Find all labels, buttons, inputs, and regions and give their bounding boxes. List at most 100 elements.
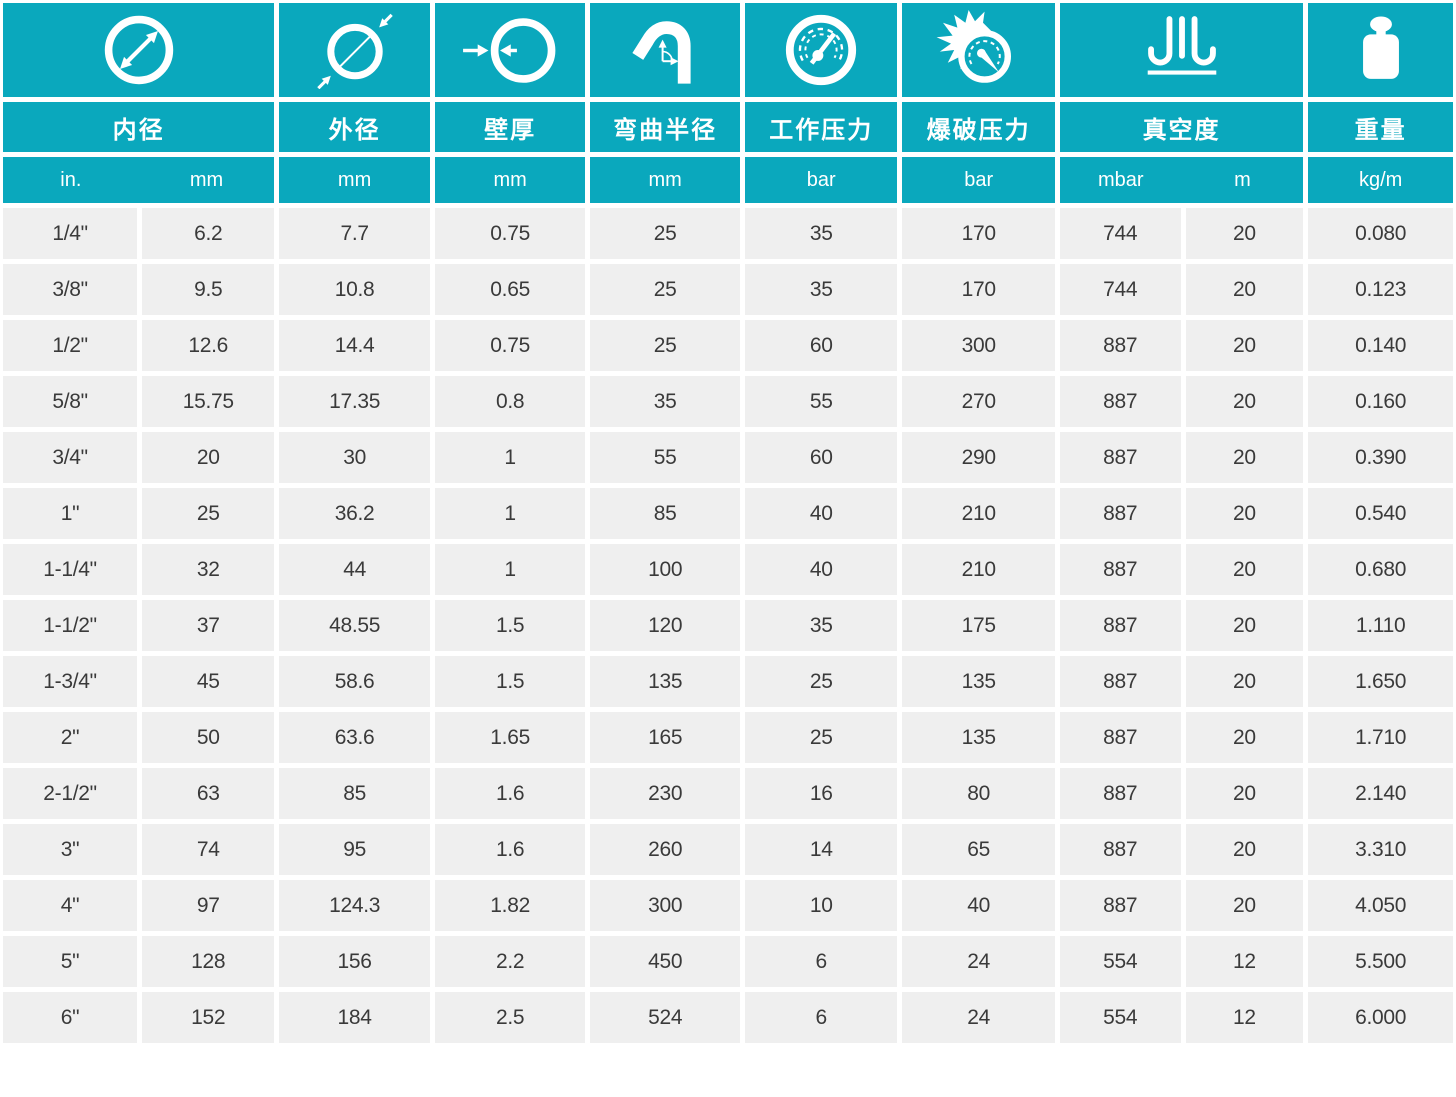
unit-cell-wall-thickness: mm xyxy=(434,157,586,203)
table-cell-r13-c8: 887 xyxy=(1059,880,1181,931)
burst-pressure-icon xyxy=(936,10,1011,83)
table-cell-r2-c5: 25 xyxy=(590,264,740,315)
column-header-bend-radius: 弯曲半径 xyxy=(590,102,740,152)
table-cell-r13-c3: 124.3 xyxy=(279,880,430,931)
table-cell-r11-c10: 2.140 xyxy=(1308,768,1453,819)
table-cell-r6-c10: 0.540 xyxy=(1308,488,1453,539)
table-cell-r6-c6: 40 xyxy=(744,488,898,539)
table-cell-r15-c2: 152 xyxy=(142,992,275,1043)
table-cell-r8-c4: 1.5 xyxy=(434,600,586,651)
weight-icon xyxy=(1362,16,1399,79)
table-cell-r15-c6: 6 xyxy=(744,992,898,1043)
table-cell-r8-c8: 887 xyxy=(1059,600,1181,651)
table-cell-r9-c2: 45 xyxy=(142,656,275,707)
table-cell-r5-c2: 20 xyxy=(142,432,275,483)
header-icon-cell-burst-pressure xyxy=(902,3,1055,97)
table-cell-r11-c3: 85 xyxy=(279,768,430,819)
table-cell-r8-c3: 48.55 xyxy=(279,600,430,651)
table-cell-r1-c8: 744 xyxy=(1059,208,1181,259)
table-cell-r8-c5: 120 xyxy=(590,600,740,651)
table-cell-r3-c10: 0.140 xyxy=(1308,320,1453,371)
table-cell-r4-c10: 0.160 xyxy=(1308,376,1453,427)
table-cell-r15-c10: 6.000 xyxy=(1308,992,1453,1043)
table-cell-r2-c8: 744 xyxy=(1059,264,1181,315)
unit-inner-diameter-mm: mm xyxy=(189,168,224,191)
table-cell-r2-c9: 20 xyxy=(1185,264,1304,315)
table-cell-r14-c3: 156 xyxy=(279,936,430,987)
table-cell-r8-c6: 35 xyxy=(744,600,898,651)
unit-cell-working-pressure: bar xyxy=(744,157,898,203)
table-cell-r11-c2: 63 xyxy=(142,768,275,819)
table-cell-r7-c3: 44 xyxy=(279,544,430,595)
table-cell-r12-c7: 65 xyxy=(902,824,1055,875)
table-cell-r15-c7: 24 xyxy=(902,992,1055,1043)
table-cell-r3-c6: 60 xyxy=(744,320,898,371)
table-cell-r12-c2: 74 xyxy=(142,824,275,875)
table-cell-r14-c4: 2.2 xyxy=(434,936,586,987)
table-cell-r5-c5: 55 xyxy=(590,432,740,483)
table-cell-r12-c6: 14 xyxy=(744,824,898,875)
table-cell-r2-c4: 0.65 xyxy=(434,264,586,315)
table-cell-r1-c2: 6.2 xyxy=(142,208,275,259)
table-cell-r15-c5: 524 xyxy=(590,992,740,1043)
table-cell-r10-c1: 2" xyxy=(3,712,138,763)
vacuum-icon xyxy=(1147,16,1216,75)
column-header-working-pressure: 工作压力 xyxy=(744,102,898,152)
column-header-inner-diameter: 内径 xyxy=(3,102,275,152)
table-cell-r9-c8: 887 xyxy=(1059,656,1181,707)
unit-vacuum-m: m xyxy=(1234,168,1251,191)
unit-cell-weight: kg/m xyxy=(1308,157,1453,203)
table-cell-r6-c1: 1" xyxy=(3,488,138,539)
table-cell-r9-c10: 1.650 xyxy=(1308,656,1453,707)
table-cell-r4-c3: 17.35 xyxy=(279,376,430,427)
table-cell-r8-c2: 37 xyxy=(142,600,275,651)
table-cell-r9-c1: 1-3/4" xyxy=(3,656,138,707)
table-cell-r12-c1: 3" xyxy=(3,824,138,875)
table-cell-r12-c8: 887 xyxy=(1059,824,1181,875)
table-cell-r15-c3: 184 xyxy=(279,992,430,1043)
unit-inner-diameter-in: in. xyxy=(60,168,82,191)
column-header-wall-thickness: 壁厚 xyxy=(434,102,586,152)
table-cell-r14-c6: 6 xyxy=(744,936,898,987)
table-cell-r11-c5: 230 xyxy=(590,768,740,819)
table-cell-r7-c7: 210 xyxy=(902,544,1055,595)
wall-thickness-icon xyxy=(463,17,556,83)
header-icon-cell-working-pressure xyxy=(744,3,898,97)
table-cell-r3-c5: 25 xyxy=(590,320,740,371)
table-cell-r8-c1: 1-1/2" xyxy=(3,600,138,651)
table-cell-r9-c3: 58.6 xyxy=(279,656,430,707)
table-cell-r11-c6: 16 xyxy=(744,768,898,819)
table-cell-r6-c3: 36.2 xyxy=(279,488,430,539)
table-cell-r11-c1: 2-1/2" xyxy=(3,768,138,819)
table-cell-r7-c2: 32 xyxy=(142,544,275,595)
table-cell-r3-c7: 300 xyxy=(902,320,1055,371)
table-cell-r9-c9: 20 xyxy=(1185,656,1304,707)
table-cell-r13-c7: 40 xyxy=(902,880,1055,931)
table-cell-r3-c2: 12.6 xyxy=(142,320,275,371)
table-cell-r12-c10: 3.310 xyxy=(1308,824,1453,875)
table-cell-r11-c8: 887 xyxy=(1059,768,1181,819)
table-cell-r6-c9: 20 xyxy=(1185,488,1304,539)
table-cell-r11-c9: 20 xyxy=(1185,768,1304,819)
table-cell-r10-c6: 25 xyxy=(744,712,898,763)
table-cell-r5-c10: 0.390 xyxy=(1308,432,1453,483)
table-cell-r9-c5: 135 xyxy=(590,656,740,707)
unit-vacuum-mbar: mbar xyxy=(1097,168,1144,191)
table-cell-r15-c9: 12 xyxy=(1185,992,1304,1043)
unit-cell-burst-pressure: bar xyxy=(902,157,1055,203)
table-cell-r11-c4: 1.6 xyxy=(434,768,586,819)
bend-radius-icon xyxy=(632,21,691,84)
unit-cell-bend-radius: mm xyxy=(590,157,740,203)
table-cell-r13-c1: 4" xyxy=(3,880,138,931)
table-cell-r3-c1: 1/2" xyxy=(3,320,138,371)
table-cell-r10-c9: 20 xyxy=(1185,712,1304,763)
table-cell-r7-c8: 887 xyxy=(1059,544,1181,595)
table-cell-r13-c6: 10 xyxy=(744,880,898,931)
column-header-weight: 重量 xyxy=(1308,102,1453,152)
table-cell-r5-c1: 3/4" xyxy=(3,432,138,483)
table-cell-r14-c1: 5" xyxy=(3,936,138,987)
table-cell-r1-c6: 35 xyxy=(744,208,898,259)
table-cell-r10-c7: 135 xyxy=(902,712,1055,763)
table-cell-r1-c9: 20 xyxy=(1185,208,1304,259)
pressure-gauge-icon xyxy=(786,14,857,86)
